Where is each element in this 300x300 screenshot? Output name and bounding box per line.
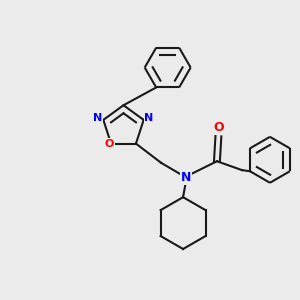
Text: N: N xyxy=(144,113,154,123)
Text: N: N xyxy=(181,171,191,184)
Text: O: O xyxy=(213,121,224,134)
Text: O: O xyxy=(105,139,114,148)
Text: N: N xyxy=(93,113,103,123)
